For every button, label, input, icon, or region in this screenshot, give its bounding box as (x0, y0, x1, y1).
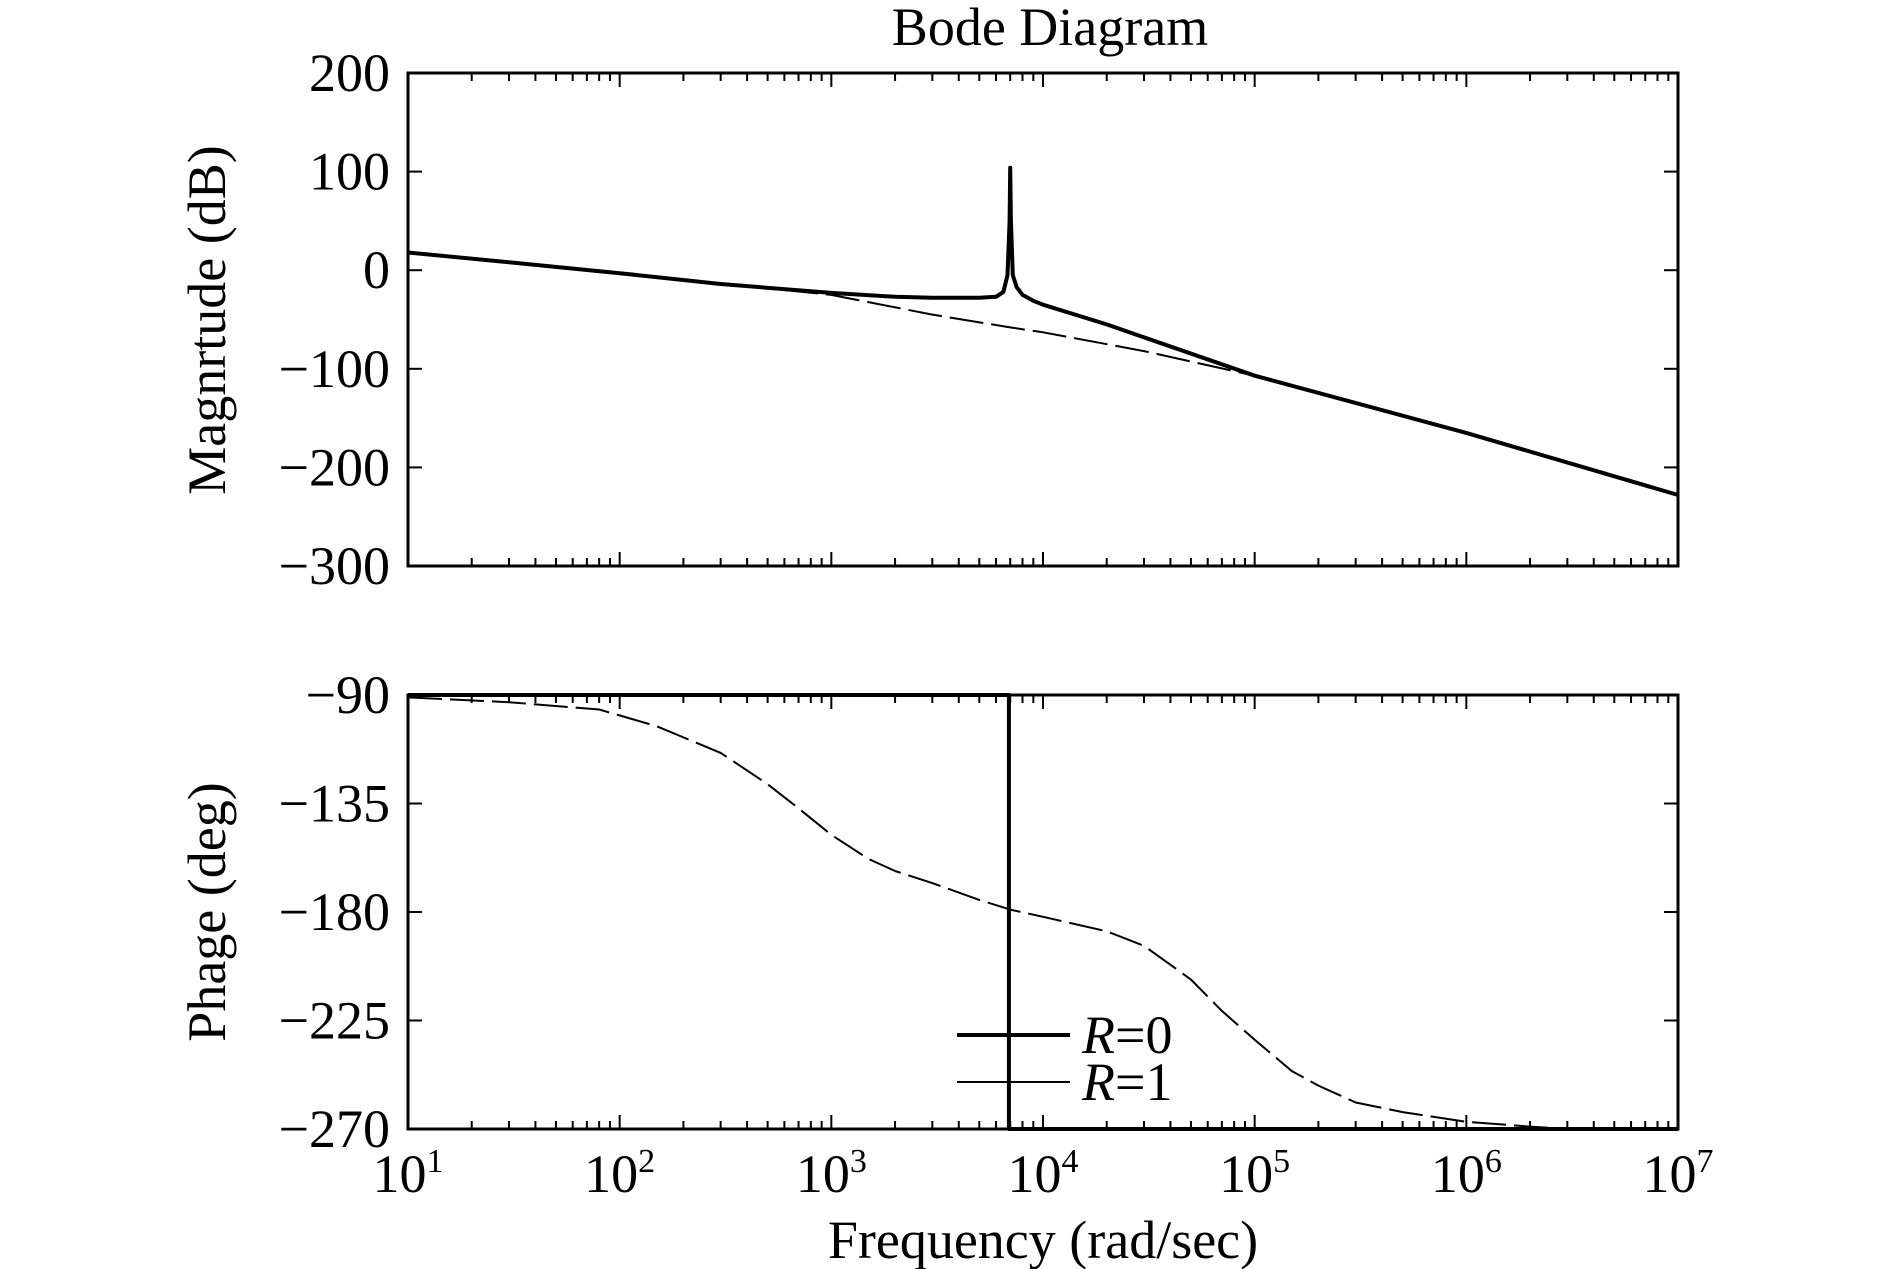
x-tick-label: 101 (373, 1143, 444, 1204)
y-tick-label: −100 (279, 339, 390, 399)
phase-xtick-labels: 101 102 103 104 105 106 107 (373, 1143, 1714, 1204)
y-tick-label: −200 (279, 437, 390, 497)
series-line-r1 (407, 251, 1679, 496)
y-tick-label: −90 (306, 665, 390, 725)
magnitude-ytick-labels: 200 100 0 −100 −200 −300 (279, 43, 390, 596)
y-tick-label: 100 (309, 142, 390, 202)
y-tick-label: 200 (309, 43, 390, 103)
series-line-r0 (408, 693, 1678, 1131)
x-tick-label: 105 (1219, 1143, 1290, 1204)
magnitude-panel: Bode Diagram 200 100 0 −100 −200 −300 Magnrtu… (177, 0, 1680, 596)
phase-axes-frame (406, 693, 1680, 1131)
y-tick-label: 0 (363, 240, 390, 300)
chart-title: Bode Diagram (892, 0, 1208, 57)
y-tick-label: −225 (279, 991, 390, 1051)
magnitude-axes-frame (406, 71, 1680, 568)
x-tick-label: 106 (1431, 1143, 1502, 1204)
x-tick-label: 102 (584, 1143, 655, 1204)
y-tick-label: −135 (279, 774, 390, 834)
x-tick-label: 104 (1008, 1143, 1079, 1204)
phase-series (407, 693, 1678, 1131)
phase-ytick-labels: −90 −135 −180 −225 −270 (279, 665, 390, 1159)
legend: R=0R=1 (957, 1005, 1172, 1112)
y-tick-label: −180 (279, 882, 390, 942)
x-tick-label: 107 (1643, 1143, 1714, 1204)
series-line-r1 (407, 696, 1568, 1130)
phase-panel: −90−135−180−225−270 101 102 103 104 105 106 10… (177, 665, 1714, 1269)
legend-label: R=1 (1081, 1052, 1172, 1112)
legend-label: R=0 (1081, 1005, 1172, 1065)
y-tick-label: −270 (279, 1099, 390, 1159)
phase-xlabel: Frequency (rad/sec) (828, 1210, 1258, 1269)
magnitude-series (407, 165, 1679, 497)
phase-ticks (407, 694, 1678, 1130)
series-line-r0 (407, 165, 1679, 497)
magnitude-ylabel: Magnrtude (dB) (177, 145, 237, 494)
phase-ylabel: Phage (deg) (177, 782, 237, 1041)
x-tick-label: 103 (796, 1143, 867, 1204)
magnitude-ticks (407, 72, 1678, 567)
y-tick-label: −300 (279, 536, 390, 596)
